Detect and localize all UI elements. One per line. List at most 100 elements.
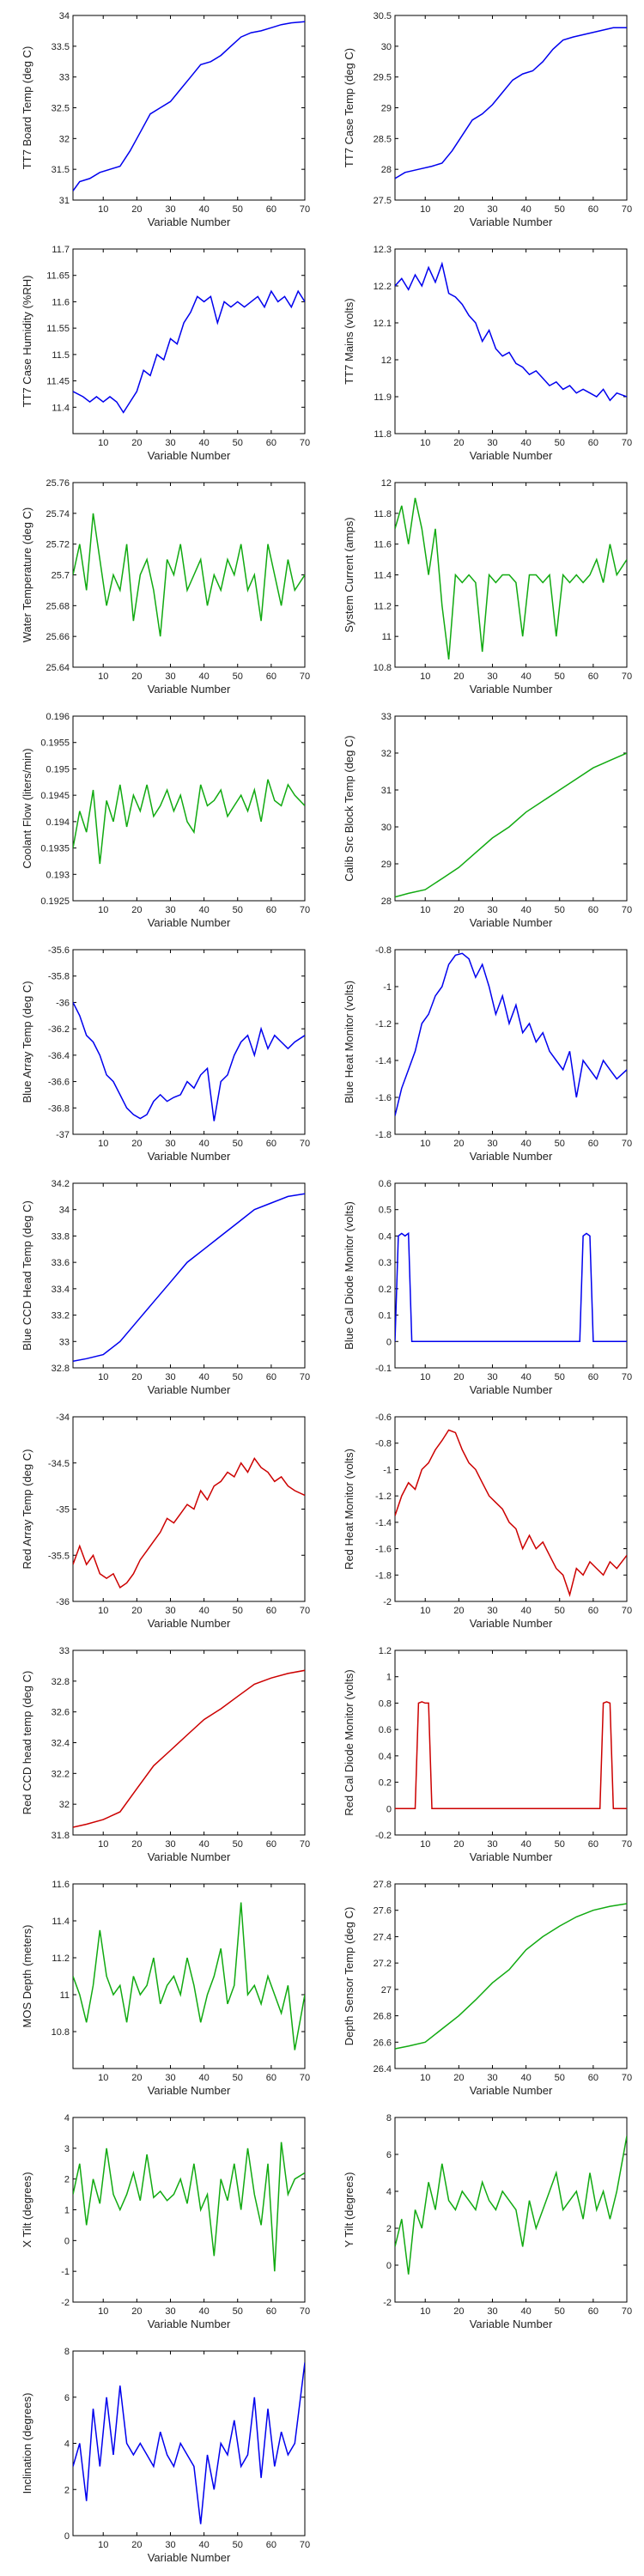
x-tick-label: 10 [420,1839,430,1850]
x-tick-label: 10 [98,2540,108,2550]
plot-frame [72,248,306,434]
y-tick-label: 28 [381,165,392,175]
y-axis-label: Blue Array Temp (deg C) [21,981,33,1103]
y-tick-label: 33.4 [52,1285,70,1295]
y-tick-label: 32.8 [52,1364,70,1374]
y-tick-label: 25.74 [46,509,70,519]
y-tick-label: 11.2 [52,1953,70,1964]
chart-svg: 10 20 30 40 50 60 70 -37 -36.8 -36.6 -36.4 -36.2 -36… [21,945,310,1163]
x-axis-label: Variable Number [148,1850,231,1863]
y-tick-label: 6 [64,2393,70,2403]
x-axis-label: Variable Number [470,916,553,929]
x-tick-label: 30 [487,1606,497,1616]
x-tick-label: 70 [300,2073,310,2083]
x-axis-label: Variable Number [148,683,231,696]
x-tick-label: 70 [622,905,632,915]
x-axis-label: Variable Number [148,2551,231,2564]
x-tick-label: 30 [487,438,497,448]
plot-frame [72,1182,306,1369]
x-tick-label: 20 [131,2073,142,2083]
x-tick-label: 50 [233,1839,243,1850]
x-tick-label: 40 [520,1139,531,1149]
chart-panel: 10 20 30 40 50 60 70 31 31.5 32 32.5 33 33.5 34 Variab… [0,0,322,232]
y-tick-label: 33.5 [52,42,70,52]
x-tick-label: 70 [622,1839,632,1850]
x-axis-label: Variable Number [470,449,553,462]
y-tick-label: 34 [59,11,70,21]
y-tick-label: 6 [386,2150,392,2160]
x-tick-label: 20 [453,1839,464,1850]
x-tick-label: 10 [420,204,430,215]
x-tick-label: 20 [131,1372,142,1382]
y-tick-label: -1 [383,982,392,993]
y-tick-label: -2 [383,1597,392,1607]
y-tick-label: 32.8 [52,1677,70,1687]
y-tick-label: 27.4 [374,1932,392,1942]
x-tick-label: 20 [453,1372,464,1382]
x-tick-label: 60 [588,671,598,682]
x-tick-label: 60 [588,1839,598,1850]
x-tick-label: 10 [420,1372,430,1382]
y-tick-label: 11.2 [374,601,392,611]
y-tick-label: 0 [64,2531,70,2542]
plot-frame [394,1883,628,2069]
plot-frame [72,949,306,1135]
x-tick-label: 60 [588,2073,598,2083]
y-tick-label: 11.6 [52,1880,70,1890]
y-tick-label: 11.55 [46,324,70,334]
y-tick-label: 27 [381,1985,392,1996]
plot-frame [394,1416,628,1602]
x-tick-label: 20 [453,1606,464,1616]
y-axis-label: Inclination (degrees) [21,2393,33,2494]
x-tick-label: 40 [198,438,209,448]
x-tick-label: 70 [300,204,310,215]
series-line [395,27,627,179]
x-tick-label: 60 [588,905,598,915]
y-tick-label: 4 [64,2113,70,2123]
y-tick-label: -1.6 [375,1093,392,1103]
x-tick-label: 50 [555,2306,565,2317]
y-tick-label: -35.5 [48,1551,70,1561]
x-tick-label: 20 [453,204,464,215]
y-tick-label: -36.4 [48,1051,70,1061]
y-tick-label: 25.76 [46,478,70,489]
chart-svg: 10 20 30 40 50 60 70 0 2 4 6 8 Variable Number Inclin… [21,2347,310,2564]
chart-panel: 10 20 30 40 50 60 70 10.8 11 11.2 11.4 11.6 Variable… [0,1868,322,2100]
x-tick-label: 40 [198,1606,209,1616]
x-tick-label: 50 [233,2306,243,2317]
x-tick-label: 20 [131,1139,142,1149]
y-tick-label: -1.4 [375,1518,392,1528]
y-tick-label: -0.1 [375,1364,392,1374]
y-tick-label: 33.2 [52,1311,70,1321]
y-tick-label: 29.5 [374,73,392,83]
x-tick-label: 50 [555,438,565,448]
x-axis-label: Variable Number [148,2084,231,2097]
chart-panel: 10 20 30 40 50 60 70 11.8 11.9 12 12.1 12.2 12.3 Vari… [322,234,644,465]
chart-svg: 10 20 30 40 50 60 70 32.8 33 33.2 33.4 33.6 33.8 34 34… [21,1179,310,1396]
chart-svg: 10 20 30 40 50 60 70 11.4 11.45 11.5 11.55 11.6 11.6… [21,245,310,462]
x-tick-label: 30 [165,1839,175,1850]
y-tick-label: 32.4 [52,1739,70,1749]
y-axis-label: MOS Depth (meters) [21,1925,33,2028]
plot-frame [394,1182,628,1369]
chart-panel: 10 20 30 40 50 60 70 -36 -35.5 -35 -34.5 -34 Variabl… [0,1401,322,1633]
y-axis-label: Red Heat Monitor (volts) [343,1449,355,1570]
x-axis-label: Variable Number [148,1150,231,1163]
x-tick-label: 50 [555,1139,565,1149]
x-tick-label: 40 [198,2540,209,2550]
series-line [395,1701,627,1810]
chart-panel: 10 20 30 40 50 60 70 -0.1 0 0.1 0.2 0.3 0.4 0.5 0.6 Var… [322,1168,644,1400]
x-tick-label: 70 [300,2306,310,2317]
x-axis-label: Variable Number [148,1383,231,1396]
y-tick-label: 0 [386,2261,392,2271]
plot-frame [394,715,628,902]
y-tick-label: -1.2 [375,1019,392,1030]
y-tick-label: 4 [64,2439,70,2450]
x-tick-label: 40 [520,2306,531,2317]
y-tick-label: 4 [386,2187,392,2197]
x-tick-label: 30 [487,905,497,915]
series-line [395,497,627,660]
x-tick-label: 30 [487,2073,497,2083]
y-tick-label: 31 [59,196,70,206]
x-tick-label: 20 [453,438,464,448]
